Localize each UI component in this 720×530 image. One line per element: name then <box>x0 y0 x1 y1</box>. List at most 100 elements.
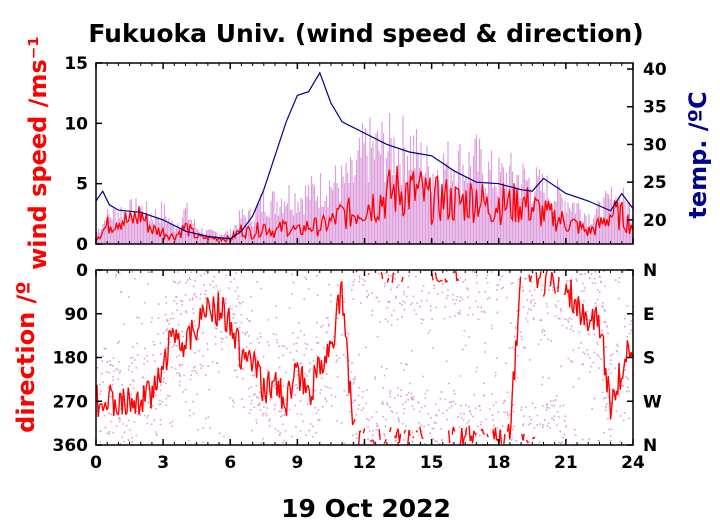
direction-dot <box>232 399 234 402</box>
y-tick-label: 10 <box>64 114 88 134</box>
direction-dot <box>547 338 549 341</box>
direction-series <box>96 269 633 445</box>
direction-dot <box>387 300 390 302</box>
direction-dot <box>526 299 528 301</box>
direction-segment <box>203 311 206 318</box>
direction-dot <box>304 373 307 375</box>
direction-dot <box>269 418 271 421</box>
direction-dot <box>556 424 558 426</box>
direction-dot <box>335 343 337 345</box>
direction-dot <box>458 426 461 429</box>
x-tick-label: 9 <box>291 453 303 473</box>
direction-dot <box>515 440 517 442</box>
direction-segment <box>463 435 466 439</box>
direction-segment <box>395 431 398 439</box>
direction-dot <box>281 394 283 396</box>
direction-dot <box>522 346 525 349</box>
direction-dot <box>411 440 413 442</box>
direction-dot <box>366 389 368 391</box>
direction-dot <box>610 359 612 361</box>
direction-dot <box>410 398 413 400</box>
direction-dot <box>255 419 258 421</box>
direction-dot <box>365 402 367 405</box>
direction-dot <box>555 306 558 308</box>
direction-segment <box>511 371 515 396</box>
direction-dot <box>268 344 270 347</box>
direction-dot <box>176 309 178 312</box>
direction-dot <box>330 300 332 303</box>
direction-dot <box>549 281 551 284</box>
direction-dot <box>266 341 269 343</box>
direction-dot <box>123 323 125 326</box>
direction-dot <box>181 330 184 333</box>
direction-segment <box>263 377 266 395</box>
direction-dot <box>433 287 436 290</box>
direction-dot <box>389 392 391 395</box>
direction-segment <box>436 278 439 282</box>
direction-dot <box>119 418 121 420</box>
direction-dot <box>302 420 304 423</box>
direction-dot <box>199 363 202 366</box>
direction-segment <box>317 356 320 359</box>
direction-dot <box>212 286 215 289</box>
direction-dot <box>618 277 621 279</box>
direction-dot <box>394 278 396 280</box>
direction-dot <box>611 353 614 355</box>
direction-dot <box>235 369 238 371</box>
direction-dot <box>251 429 253 432</box>
direction-segment <box>389 427 392 433</box>
direction-dot <box>400 395 402 397</box>
direction-segment <box>597 314 601 339</box>
direction-dot <box>576 280 578 282</box>
direction-dot <box>141 376 144 378</box>
direction-dot <box>242 367 244 370</box>
direction-dot <box>187 439 190 442</box>
direction-dot <box>289 408 291 411</box>
direction-dot <box>117 378 119 381</box>
direction-dot <box>268 420 270 422</box>
direction-dot <box>173 300 176 302</box>
direction-dot <box>175 356 178 358</box>
direction-dot <box>336 359 338 361</box>
direction-dot <box>467 314 470 316</box>
direction-dot <box>293 364 295 367</box>
direction-dot <box>400 362 403 365</box>
direction-dot <box>362 407 365 409</box>
direction-dot <box>617 345 619 348</box>
direction-segment <box>391 272 395 283</box>
direction-dot <box>603 432 605 434</box>
direction-dot <box>103 414 106 417</box>
direction-dot <box>382 400 384 403</box>
direction-dot <box>521 338 523 341</box>
direction-dot <box>163 377 165 380</box>
direction-dot <box>158 303 160 305</box>
direction-segment <box>225 313 229 332</box>
direction-segment <box>353 418 356 423</box>
direction-dot <box>356 437 358 439</box>
direction-dot <box>248 319 250 322</box>
direction-dot <box>117 342 119 344</box>
direction-dot <box>159 353 162 356</box>
direction-segment <box>438 280 441 283</box>
direction-dot <box>435 415 438 417</box>
direction-dot <box>189 378 192 381</box>
direction-dot <box>245 346 248 348</box>
direction-dot <box>165 347 168 349</box>
direction-dot <box>403 369 405 371</box>
direction-dot <box>242 368 245 371</box>
direction-dot <box>628 345 631 347</box>
direction-dot <box>346 332 349 334</box>
direction-dot <box>134 359 136 361</box>
direction-dot <box>296 413 299 415</box>
direction-dot <box>111 383 114 386</box>
direction-dot <box>176 344 178 347</box>
direction-segment <box>205 297 209 317</box>
direction-dot <box>263 406 265 408</box>
direction-dot <box>420 322 423 324</box>
direction-dot <box>350 382 352 385</box>
temperature-line <box>95 71 634 240</box>
direction-dot <box>272 333 275 335</box>
direction-dot <box>108 431 111 433</box>
direction-dot <box>316 294 319 297</box>
direction-dot <box>157 333 159 335</box>
